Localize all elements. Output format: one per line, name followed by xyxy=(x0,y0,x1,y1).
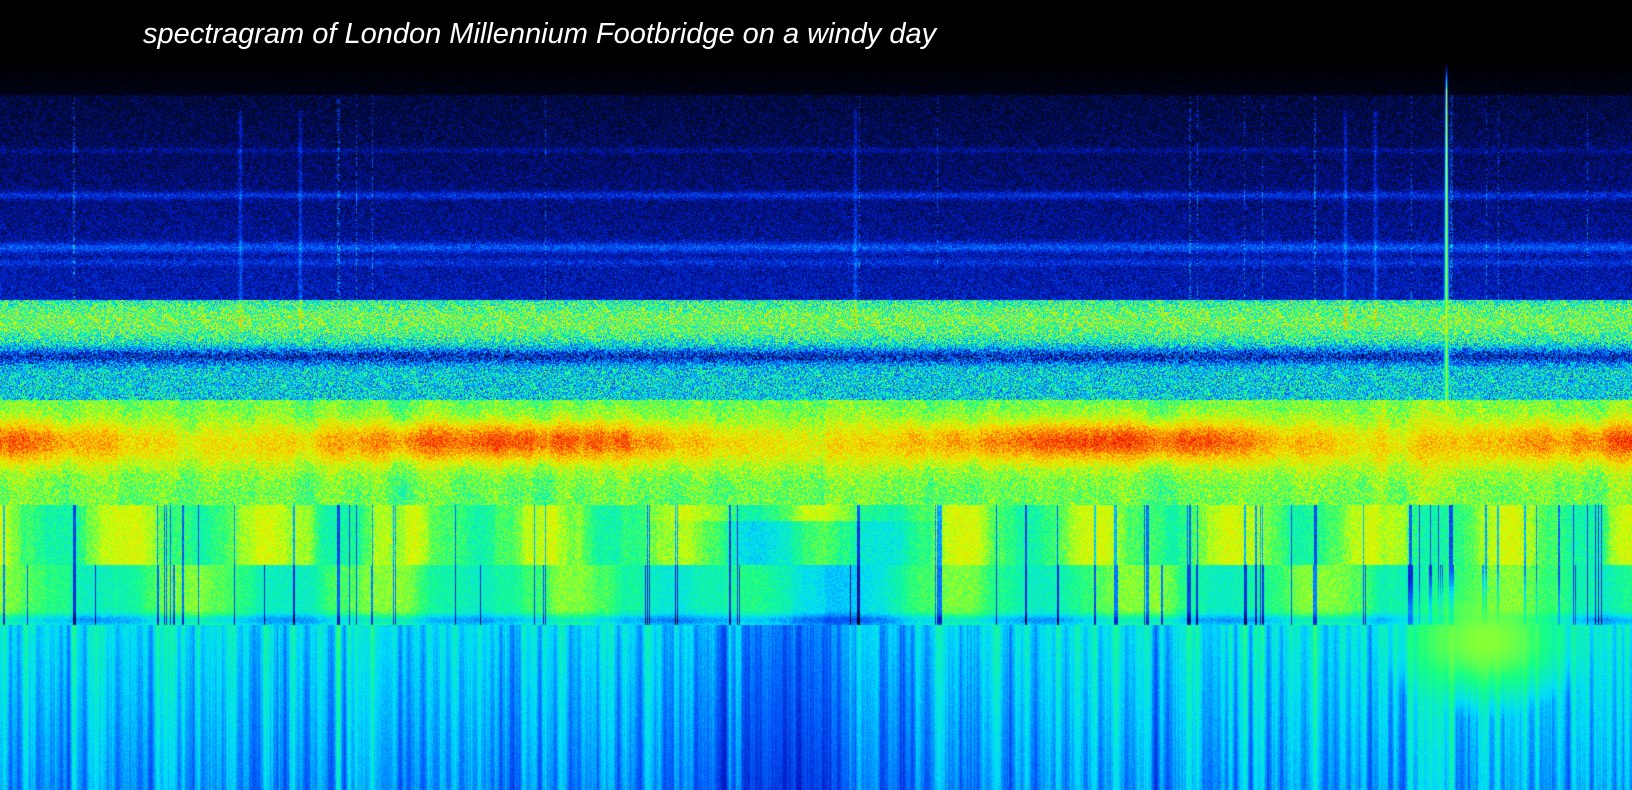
chart-title: spectragram of London Millennium Footbri… xyxy=(143,18,937,50)
